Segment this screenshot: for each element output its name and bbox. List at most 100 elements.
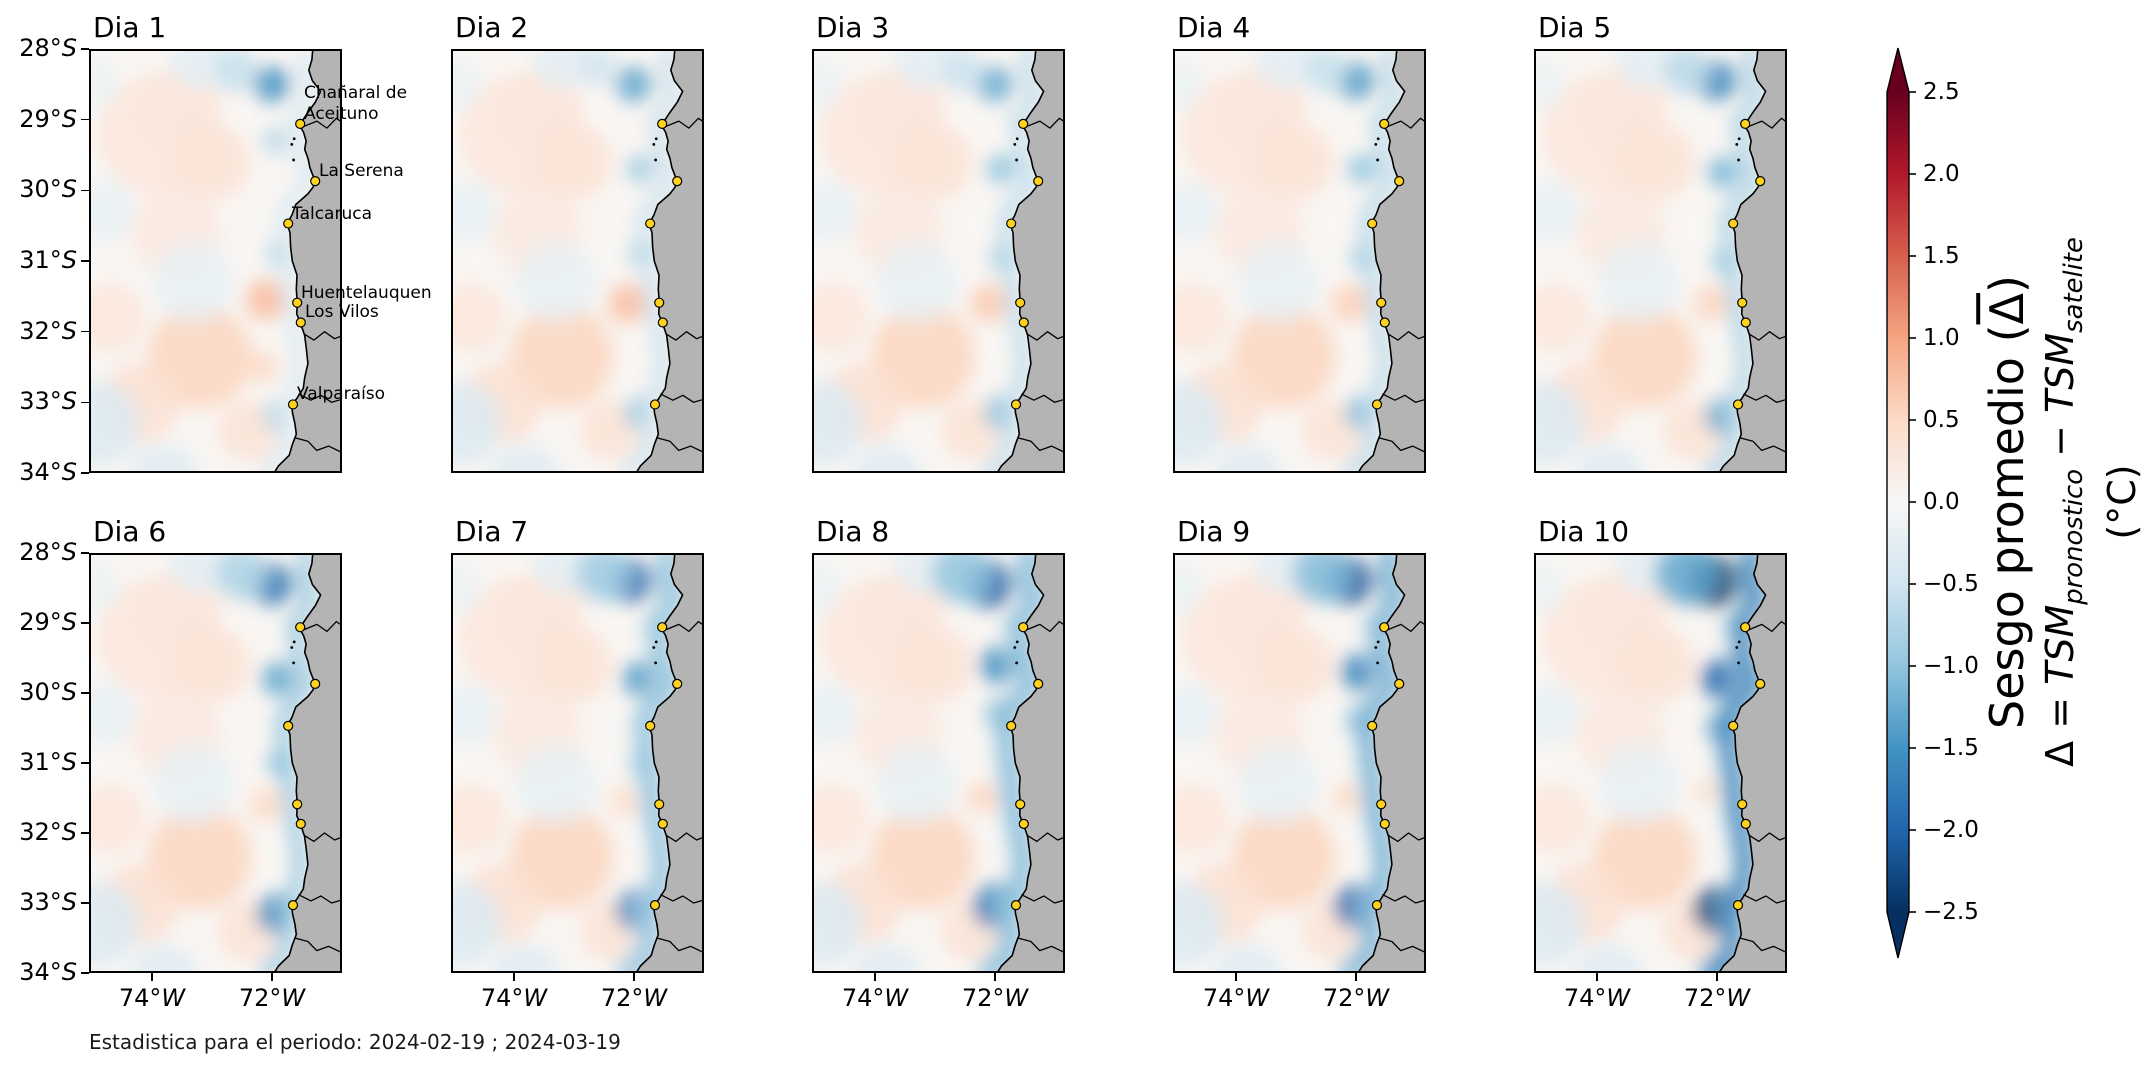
coastal-band bbox=[258, 49, 321, 473]
y-tick-letter: S bbox=[61, 608, 77, 636]
axis-tick-x bbox=[271, 973, 273, 981]
panel-title: Dia 4 bbox=[1177, 11, 1251, 44]
map-panel-dia-9: Dia 9 bbox=[1173, 515, 1426, 973]
x-tick-label: 72°W bbox=[950, 984, 1040, 1012]
colorbar-tick-label: 0.0 bbox=[1923, 489, 1960, 515]
y-tick-label: 30°S bbox=[5, 175, 77, 203]
x-tick-deg: 74° bbox=[841, 984, 885, 1012]
x-tick-label: 72°W bbox=[227, 984, 317, 1012]
bias-blob bbox=[812, 381, 863, 466]
panel-title: Dia 1 bbox=[93, 11, 167, 44]
city-dot bbox=[1018, 118, 1029, 130]
map-panel-dia-6: Dia 6 bbox=[89, 515, 342, 973]
colorbar-tick-label: 2.0 bbox=[1923, 161, 1960, 187]
region-border bbox=[1387, 331, 1426, 341]
city-dot bbox=[1015, 297, 1026, 308]
y-tick-letter: S bbox=[61, 538, 77, 566]
x-tick-label: 74°W bbox=[107, 984, 197, 1012]
city-dot bbox=[657, 118, 668, 130]
axis-tick-y bbox=[81, 189, 89, 192]
bias-blob bbox=[247, 351, 279, 383]
islet bbox=[1376, 640, 1380, 644]
islet bbox=[290, 646, 294, 649]
bias-blob bbox=[1534, 282, 1590, 353]
colorbar-formula: Δ = TSMpronostico − TSMsatelite bbox=[2038, 237, 2089, 767]
panel-frame bbox=[89, 553, 342, 973]
bias-blob bbox=[877, 744, 957, 824]
city-dot bbox=[283, 218, 294, 229]
bias-blob bbox=[1692, 778, 1718, 804]
bias-blob bbox=[812, 882, 863, 966]
city-dot bbox=[1728, 218, 1739, 229]
x-tick-letter: W bbox=[1365, 984, 1390, 1012]
city-dot bbox=[1740, 622, 1751, 633]
map-svg bbox=[1534, 49, 1787, 473]
region-border bbox=[1025, 620, 1065, 633]
bias-field bbox=[1534, 553, 1775, 973]
region-border bbox=[1386, 117, 1426, 129]
bias-blob bbox=[89, 684, 134, 744]
bias-blob bbox=[451, 882, 502, 966]
bias-blob bbox=[977, 66, 1013, 103]
map-svg bbox=[451, 553, 704, 973]
bias-blob bbox=[1212, 444, 1284, 473]
figure-caption: Estadistica para el periodo: 2024-02-19 … bbox=[89, 1030, 621, 1054]
islet bbox=[1015, 661, 1018, 665]
map-panel-dia-2: Dia 2 bbox=[451, 11, 704, 473]
x-tick-label: 74°W bbox=[830, 984, 920, 1012]
y-tick-label: 34°S bbox=[5, 958, 77, 986]
bias-blob bbox=[89, 181, 134, 242]
map-svg bbox=[1173, 49, 1426, 473]
bias-blob bbox=[261, 662, 295, 696]
city-dot bbox=[1737, 799, 1748, 810]
region-border bbox=[1017, 437, 1065, 454]
axis-tick-x bbox=[633, 973, 635, 981]
panel-frame bbox=[812, 553, 1065, 973]
map-svg bbox=[89, 49, 342, 473]
bias-blob bbox=[986, 154, 1016, 185]
bias-blob bbox=[249, 788, 283, 822]
region-border bbox=[1739, 937, 1787, 954]
y-tick-letter: S bbox=[61, 678, 77, 706]
city-label: Valparaíso bbox=[297, 384, 385, 405]
y-tick-label: 33°S bbox=[5, 888, 77, 916]
bias-field bbox=[1534, 49, 1766, 473]
islet bbox=[1737, 137, 1741, 141]
region-border bbox=[1743, 894, 1787, 904]
panel-frame bbox=[451, 49, 704, 473]
islet bbox=[1015, 640, 1019, 644]
map-panel-dia-1: Dia 1 Chañaral de Aceituno La Serena Talcaru… bbox=[89, 11, 432, 473]
bias-blob bbox=[1173, 563, 1204, 613]
city-dot bbox=[310, 176, 321, 187]
bias-blob bbox=[89, 563, 120, 613]
region-border bbox=[656, 437, 704, 454]
axis-tick-y bbox=[81, 48, 89, 50]
map-panel-dia-3: Dia 3 bbox=[812, 11, 1065, 473]
y-tick-letter: S bbox=[61, 317, 77, 345]
y-tick-letter: S bbox=[61, 748, 77, 776]
bias-blob bbox=[89, 59, 120, 110]
bias-blob bbox=[940, 49, 984, 93]
city-dot bbox=[283, 720, 294, 731]
city-dot bbox=[287, 900, 299, 911]
islet bbox=[292, 640, 296, 644]
map-svg bbox=[451, 49, 704, 473]
map-svg bbox=[812, 553, 1065, 973]
colorbar-arrow-bottom bbox=[1887, 912, 1909, 958]
x-tick-letter: W bbox=[1004, 984, 1029, 1012]
y-tick-deg: 32° bbox=[19, 818, 62, 846]
city-label-line: Aceituno bbox=[304, 104, 379, 124]
panel-title: Dia 10 bbox=[1538, 515, 1630, 548]
islet bbox=[654, 661, 657, 665]
islet bbox=[1015, 137, 1019, 141]
colorbar-units: (°C) bbox=[2099, 464, 2144, 540]
islet bbox=[1376, 661, 1379, 665]
city-dot bbox=[1010, 399, 1022, 410]
region-border bbox=[1378, 937, 1426, 954]
y-tick-deg: 29° bbox=[19, 105, 62, 133]
city-dot bbox=[672, 176, 683, 187]
x-tick-letter: W bbox=[643, 984, 668, 1012]
colorbar-tick-label: 1.0 bbox=[1923, 325, 1960, 351]
city-dot bbox=[1376, 297, 1387, 308]
